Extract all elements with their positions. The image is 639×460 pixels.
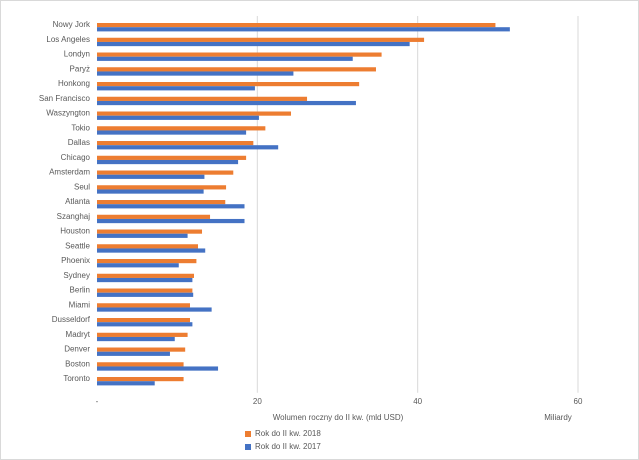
bar-s1-10 bbox=[97, 174, 205, 179]
bar-s1-4 bbox=[97, 86, 255, 91]
bar-s0-13 bbox=[97, 214, 211, 219]
category-label-11: Seul bbox=[74, 182, 90, 191]
bar-s0-3 bbox=[97, 67, 376, 72]
category-label-24: Toronto bbox=[63, 374, 90, 383]
bar-s1-21 bbox=[97, 336, 175, 342]
bar-s1-24 bbox=[97, 381, 155, 386]
category-label-0: Nowy Jork bbox=[53, 20, 91, 29]
bar-s0-19 bbox=[97, 303, 190, 308]
bar-s0-7 bbox=[97, 126, 266, 131]
bar-s0-16 bbox=[97, 259, 197, 264]
x-tick-label-3: 60 bbox=[574, 397, 583, 406]
bar-s1-3 bbox=[97, 71, 294, 76]
category-label-8: Dallas bbox=[68, 138, 90, 147]
bar-s0-5 bbox=[97, 96, 308, 101]
bar-s0-12 bbox=[97, 200, 226, 205]
bar-s0-1 bbox=[97, 37, 425, 42]
bar-s0-18 bbox=[97, 288, 193, 293]
bar-s1-0 bbox=[97, 27, 510, 32]
category-label-22: Denver bbox=[64, 345, 90, 354]
category-labels: Nowy Jork Los Angeles Londyn Paryż Honkong Sa… bbox=[39, 20, 91, 383]
bar-s1-5 bbox=[97, 100, 356, 106]
category-label-15: Seattle bbox=[65, 241, 90, 250]
bar-s0-24 bbox=[97, 377, 184, 382]
category-label-10: Amsterdam bbox=[49, 168, 90, 177]
category-label-13: Szanghaj bbox=[57, 212, 91, 221]
bar-s1-16 bbox=[97, 263, 179, 268]
category-label-1: Los Angeles bbox=[46, 35, 90, 44]
category-label-9: Chicago bbox=[61, 153, 91, 162]
category-label-16: Phoenix bbox=[61, 256, 90, 265]
bar-s0-11 bbox=[97, 185, 227, 190]
bar-s0-2 bbox=[97, 52, 382, 57]
legend-item-2017: Rok do II kw. 2017 bbox=[245, 442, 321, 451]
bar-s1-14 bbox=[97, 233, 188, 238]
category-label-5: San Francisco bbox=[39, 94, 91, 103]
category-label-20: Dusseldorf bbox=[52, 315, 91, 324]
bar-s0-23 bbox=[97, 362, 184, 367]
category-label-4: Honkong bbox=[58, 79, 90, 88]
unit-label: Miliardy bbox=[544, 413, 572, 422]
category-label-2: Londyn bbox=[64, 50, 90, 59]
bar-s0-9 bbox=[97, 155, 247, 160]
bar-s1-17 bbox=[97, 277, 193, 283]
bar-s1-1 bbox=[97, 41, 410, 47]
category-label-7: Tokio bbox=[71, 123, 90, 132]
bar-s0-21 bbox=[97, 332, 188, 337]
bar-s1-23 bbox=[97, 366, 219, 371]
bar-s0-22 bbox=[97, 347, 186, 352]
bars bbox=[97, 23, 510, 386]
bar-s1-19 bbox=[97, 307, 212, 312]
legend-swatch-2018 bbox=[245, 430, 251, 437]
bar-s1-12 bbox=[97, 204, 245, 209]
category-label-6: Waszyngton bbox=[46, 109, 90, 118]
bar-s1-6 bbox=[97, 115, 259, 120]
bar-s0-15 bbox=[97, 244, 199, 249]
bar-s0-17 bbox=[97, 273, 195, 278]
bar-s0-10 bbox=[97, 170, 234, 175]
category-label-12: Atlanta bbox=[65, 197, 90, 206]
x-axis-title: Wolumen roczny do II kw. (mld USD) bbox=[273, 413, 404, 422]
gridlines bbox=[256, 16, 579, 393]
bar-s0-14 bbox=[97, 229, 203, 234]
bar-s0-0 bbox=[97, 23, 496, 28]
bar-s0-20 bbox=[97, 318, 190, 323]
bar-s1-15 bbox=[97, 248, 206, 253]
x-tick-label-1: 20 bbox=[253, 397, 262, 406]
legend-label-2018: Rok do II kw. 2018 bbox=[255, 429, 321, 438]
bar-s1-13 bbox=[97, 218, 245, 224]
legend-swatch-2017 bbox=[245, 443, 251, 450]
legend-label-2017: Rok do II kw. 2017 bbox=[255, 442, 321, 451]
category-label-17: Sydney bbox=[63, 271, 90, 280]
bar-s1-7 bbox=[97, 130, 247, 135]
bar-s1-9 bbox=[97, 159, 239, 165]
bar-s1-2 bbox=[97, 56, 353, 61]
bar-s0-4 bbox=[97, 82, 360, 87]
bar-s1-11 bbox=[97, 189, 204, 194]
x-tick-label-0: - bbox=[96, 397, 99, 406]
category-label-18: Berlin bbox=[70, 286, 90, 295]
x-tick-label-2: 40 bbox=[413, 397, 422, 406]
category-label-23: Boston bbox=[65, 359, 90, 368]
legend-item-2018: Rok do II kw. 2018 bbox=[245, 429, 321, 438]
category-label-14: Houston bbox=[60, 227, 90, 236]
bar-s0-8 bbox=[97, 141, 254, 146]
bar-s1-20 bbox=[97, 322, 193, 327]
bar-s0-6 bbox=[97, 111, 292, 116]
category-label-21: Madryt bbox=[66, 330, 91, 339]
category-label-19: Miami bbox=[69, 300, 91, 309]
bar-s1-18 bbox=[97, 292, 194, 297]
bar-s1-22 bbox=[97, 351, 170, 356]
x-tick-labels: - 20 40 60 bbox=[96, 397, 583, 406]
bar-s1-8 bbox=[97, 145, 279, 150]
category-label-3: Paryż bbox=[70, 64, 90, 73]
